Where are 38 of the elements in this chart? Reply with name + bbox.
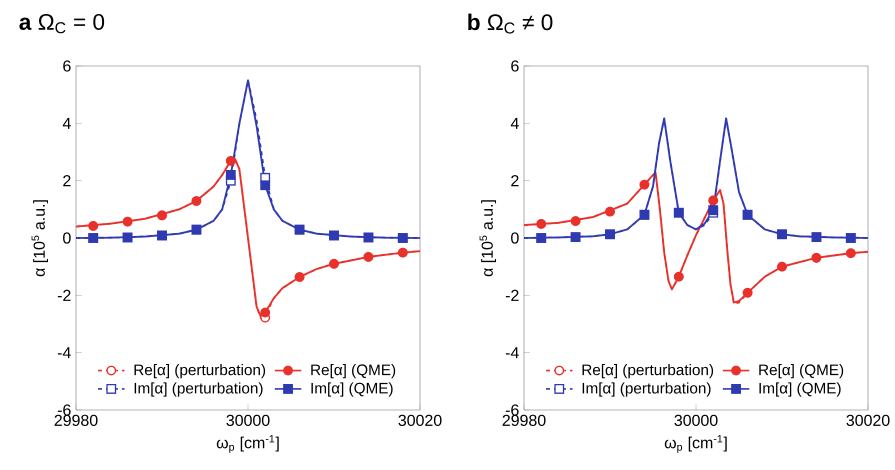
point xyxy=(708,205,718,216)
legend-label: Re[α] (perturbation) xyxy=(134,364,266,378)
y-axis-title: α [10$^{5}$ a.u.] xyxy=(480,200,496,276)
y-tick-label: -2 xyxy=(506,290,519,301)
legend-label: Im[α] (perturbation) xyxy=(134,382,263,397)
legend-label: Im[α] (perturbation) xyxy=(582,382,711,397)
legend-label: Re[α] (QME) xyxy=(311,364,396,378)
y-tick-label: -2 xyxy=(58,290,71,301)
x-tick-label: 30020 xyxy=(398,414,442,426)
y-tick-label: -6 xyxy=(506,404,519,416)
legend-label: Re[α] (QME) xyxy=(759,364,844,378)
x-axis-title: ω$_{p}$ [cm$^{-1}$] xyxy=(216,435,279,453)
x-tick-label: 29980 xyxy=(502,414,546,426)
y-tick-label: 6 xyxy=(511,60,519,72)
y-tick-label: 0 xyxy=(511,232,519,244)
point xyxy=(226,170,236,180)
y-tick-label: 6 xyxy=(63,60,71,72)
y-tick-label: -4 xyxy=(58,347,71,358)
x-tick-label: 30000 xyxy=(674,414,718,426)
x-tick-label: 29980 xyxy=(54,414,98,426)
x-tick-label: 30020 xyxy=(846,414,890,426)
y-axis-title: α [10$^{5}$ a.u.] xyxy=(32,200,48,276)
legend-label: Im[α] (QME) xyxy=(759,382,841,397)
point xyxy=(260,180,270,190)
point xyxy=(260,308,270,318)
x-axis-title: ω$_{p}$ [cm$^{-1}$] xyxy=(664,435,727,453)
legend-label: Im[α] (QME) xyxy=(311,382,393,397)
y-tick-label: 4 xyxy=(510,118,519,129)
y-tick-label: -6 xyxy=(58,404,71,416)
y-tick-label: 0 xyxy=(63,232,71,244)
legend-label: Re[α] (perturbation) xyxy=(582,364,714,378)
chart-title: b Ω$_{C}$ ≠ 0 xyxy=(468,14,552,34)
x-tick-label: 30000 xyxy=(226,414,270,426)
y-tick-label: -4 xyxy=(506,347,519,358)
y-tick-label: 2 xyxy=(63,175,71,186)
y-tick-label: 2 xyxy=(511,175,519,186)
chart-title: a Ω$_{C}$ = 0 xyxy=(19,14,104,34)
y-tick-label: 4 xyxy=(62,118,71,129)
